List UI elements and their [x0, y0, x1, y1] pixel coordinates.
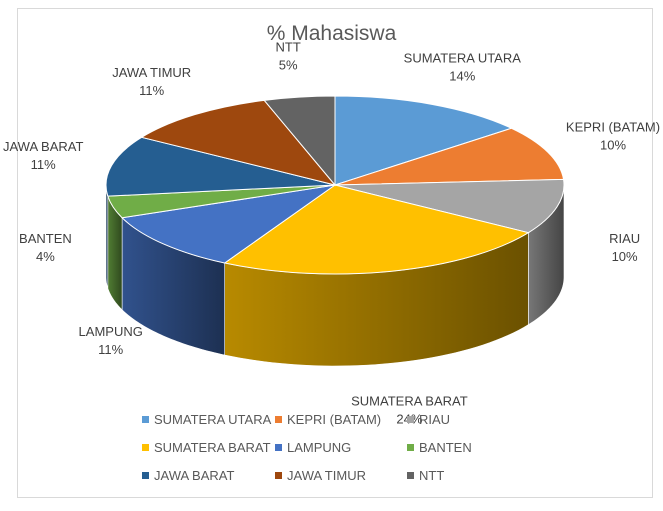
legend-label: SUMATERA UTARA — [154, 412, 272, 427]
legend-item-jawa-barat: JAWA BARAT — [142, 468, 234, 483]
data-label-value-ntt: 5% — [279, 58, 298, 73]
legend-label: KEPRI (BATAM) — [287, 412, 382, 427]
data-label-value-jawa-timur: 11% — [139, 83, 164, 98]
data-label-ntt: NTT — [276, 40, 301, 55]
legend-item-lampung: LAMPUNG — [275, 440, 351, 455]
legend-swatch — [275, 416, 282, 423]
data-label-value-lampung: 11% — [98, 342, 123, 357]
legend-item-riau: RIAU — [407, 412, 450, 427]
legend-item-sumatera-barat: SUMATERA BARAT — [142, 440, 271, 455]
data-label-lampung: LAMPUNG — [79, 324, 143, 339]
slice-riau — [334, 178, 565, 234]
data-label-value-kepri-batam: 10% — [600, 138, 626, 153]
legend-label: NTT — [419, 468, 445, 483]
data-label-jawa-timur: JAWA TIMUR — [112, 65, 191, 80]
legend-item-sumatera-utara: SUMATERA UTARA — [142, 412, 271, 427]
legend-label: JAWA BARAT — [154, 468, 235, 483]
legend-swatch — [142, 416, 149, 423]
legend-label: LAMPUNG — [287, 440, 352, 455]
slice-ntt — [263, 95, 336, 187]
pie-side-walls — [105, 184, 565, 367]
legend-item-kepri-batam: KEPRI (BATAM) — [275, 412, 381, 427]
data-label-jawa-barat: JAWA BARAT — [3, 139, 83, 154]
slice-jawa-timur — [140, 99, 337, 186]
legend-swatch — [275, 472, 282, 479]
data-label-sumatera-utara: SUMATERA UTARA — [404, 50, 522, 65]
legend-swatch — [407, 472, 414, 479]
slice-jawa-barat — [105, 136, 336, 197]
legend-label: JAWA TIMUR — [287, 468, 366, 483]
legend-label: RIAU — [419, 412, 451, 427]
legend-swatch — [407, 444, 414, 451]
legend-swatch — [407, 416, 414, 423]
data-labels: SUMATERA UTARA 14% KEPRI (BATAM) 10% RIAU 10%… — [3, 40, 660, 427]
data-label-riau: RIAU — [609, 231, 640, 246]
data-label-banten: BANTEN — [19, 231, 72, 246]
slice-sumatera-barat — [223, 184, 530, 275]
pie-side-jawa-barat — [105, 185, 109, 289]
data-label-kepri-batam: KEPRI (BATAM) — [566, 120, 660, 135]
slice-kepri-batam — [334, 127, 565, 186]
legend-label: BANTEN — [419, 440, 472, 455]
legend-item-jawa-timur: JAWA TIMUR — [275, 468, 366, 483]
legend-swatch — [275, 444, 282, 451]
data-label-value-sumatera-utara: 14% — [449, 68, 475, 83]
data-label-sumatera-barat: SUMATERA BARAT — [351, 394, 468, 409]
legend-item-ntt: NTT — [407, 468, 444, 483]
legend-item-banten: BANTEN — [407, 440, 472, 455]
data-label-value-riau: 10% — [612, 249, 638, 264]
pie-top — [105, 95, 565, 275]
legend-label: SUMATERA BARAT — [154, 440, 271, 455]
slice-lampung — [121, 184, 336, 264]
legend-swatch — [142, 444, 149, 451]
slice-sumatera-utara — [334, 95, 513, 186]
chart-title: % Mahasiswa — [266, 22, 397, 45]
data-label-value-banten: 4% — [36, 249, 55, 264]
data-label-value-jawa-barat: 11% — [31, 157, 56, 172]
legend-swatch — [142, 472, 149, 479]
